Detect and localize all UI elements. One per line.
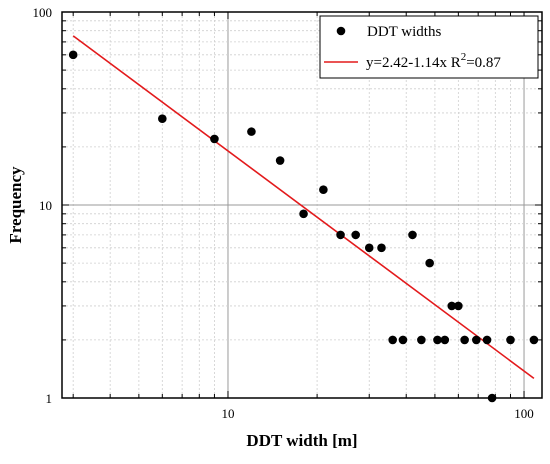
x-tick-labels: 10 100	[221, 406, 533, 421]
data-point	[388, 335, 397, 345]
data-point	[440, 335, 450, 345]
data-point	[275, 156, 285, 165]
data-point	[506, 335, 515, 345]
axis-ticks	[62, 11, 542, 399]
legend-scatter-label: DDT widths	[367, 24, 441, 40]
data-point	[472, 335, 481, 345]
legend-box	[319, 15, 539, 79]
x-axis-title: DDT width [m]	[246, 431, 357, 450]
data-point	[351, 230, 360, 240]
legend-fit-label-suffix: =0.87	[466, 55, 501, 71]
data-point	[377, 243, 386, 253]
data-point	[299, 209, 308, 219]
legend-scatter-marker	[336, 26, 346, 36]
y-tick-label: 1	[46, 391, 53, 406]
legend-fit-label-superscript: 2	[461, 51, 467, 63]
data-point	[454, 301, 463, 311]
data-point	[433, 335, 442, 345]
data-point	[68, 50, 78, 60]
data-point	[529, 335, 539, 345]
fit-line-layer	[72, 35, 535, 379]
data-point	[336, 230, 345, 240]
data-point	[158, 114, 167, 123]
legend-fit-label: y=2.42-1.14x R2=0.87	[366, 51, 501, 71]
legend-fit-label-main: y=2.42-1.14x R	[366, 55, 461, 71]
scatter-points	[68, 50, 539, 403]
y-tick-label: 10	[39, 198, 52, 213]
x-tick-label: 10	[221, 406, 234, 421]
data-point	[482, 335, 492, 345]
data-point	[247, 127, 256, 136]
data-point	[408, 230, 417, 240]
y-tick-labels: 1 10 100	[33, 5, 53, 406]
data-point	[210, 134, 219, 144]
x-tick-label: 100	[514, 406, 534, 421]
data-point	[417, 335, 426, 345]
data-point	[319, 185, 328, 195]
data-point	[425, 258, 434, 268]
data-point	[447, 301, 457, 311]
legend: DDT widths y=2.42-1.14x R2=0.87	[319, 15, 539, 79]
data-point	[364, 243, 374, 253]
data-point	[398, 335, 408, 345]
fit-line	[72, 35, 535, 379]
y-tick-label: 100	[33, 5, 53, 20]
y-axis-title: Frequency	[6, 166, 25, 244]
data-point	[460, 335, 469, 345]
